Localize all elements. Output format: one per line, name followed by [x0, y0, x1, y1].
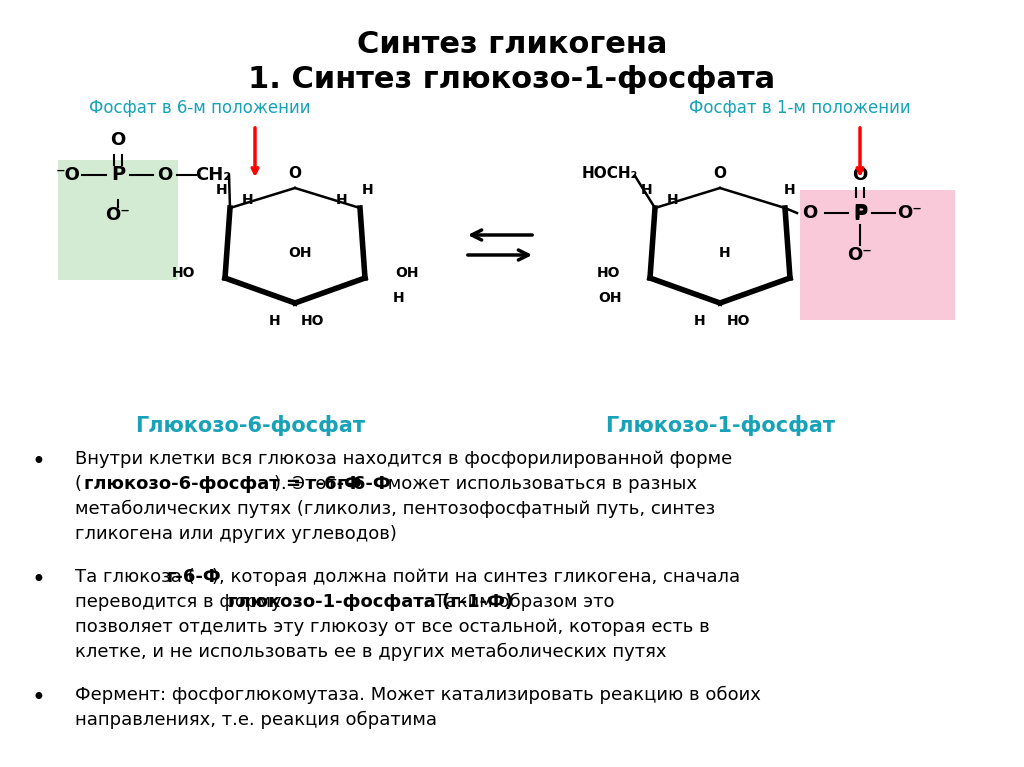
- Text: (: (: [75, 475, 82, 493]
- Text: глюкозо-1-фосфата (г-1-Ф): глюкозо-1-фосфата (г-1-Ф): [228, 593, 513, 611]
- Text: Глюкозо-1-фосфат: Глюкозо-1-фосфат: [605, 415, 835, 436]
- Text: ), которая должна пойти на синтез гликогена, сначала: ), которая должна пойти на синтез гликог…: [212, 568, 740, 586]
- Text: г-6-Ф: г-6-Ф: [336, 475, 390, 493]
- Text: клетке, и не использовать ее в других метаболических путях: клетке, и не использовать ее в других ме…: [75, 643, 667, 661]
- Text: CH₂: CH₂: [195, 166, 231, 184]
- Text: H: H: [694, 314, 706, 328]
- Text: метаболических путях (гликолиз, пентозофосфатный путь, синтез: метаболических путях (гликолиз, пентозоф…: [75, 500, 715, 518]
- Text: O: O: [111, 131, 126, 149]
- Bar: [800, 190, 955, 320]
- Text: O: O: [158, 166, 173, 184]
- Text: HO: HO: [597, 266, 620, 280]
- Text: HOCH₂: HOCH₂: [582, 166, 638, 180]
- Text: O: O: [714, 166, 726, 182]
- Text: Синтез гликогена: Синтез гликогена: [356, 30, 668, 59]
- Text: •: •: [31, 686, 45, 710]
- Text: ⁻O: ⁻O: [55, 166, 81, 184]
- Text: может использоваться в разных: может использоваться в разных: [382, 475, 697, 493]
- Text: H: H: [216, 183, 227, 197]
- Text: H: H: [641, 183, 653, 197]
- Text: переводится в форму: переводится в форму: [75, 593, 288, 611]
- Text: H: H: [784, 183, 796, 197]
- Text: гликогена или других углеводов): гликогена или других углеводов): [75, 525, 397, 543]
- Text: OH: OH: [288, 246, 311, 260]
- Text: P: P: [853, 206, 867, 225]
- Text: H: H: [243, 193, 254, 207]
- Bar: [58, 160, 178, 280]
- Text: HO: HO: [726, 314, 750, 328]
- Text: HO: HO: [301, 314, 325, 328]
- Text: г-6-Ф: г-6-Ф: [166, 568, 220, 586]
- Text: O: O: [852, 166, 867, 184]
- Text: H: H: [336, 193, 348, 207]
- Text: Фосфат в 6-м положении: Фосфат в 6-м положении: [89, 99, 310, 117]
- Text: ). Этот: ). Этот: [274, 475, 342, 493]
- Text: •: •: [31, 450, 45, 474]
- Text: OH: OH: [598, 291, 622, 305]
- Text: Фосфат в 1-м положении: Фосфат в 1-м положении: [689, 99, 910, 117]
- Text: H: H: [719, 246, 731, 260]
- Text: OH: OH: [395, 266, 419, 280]
- Text: . Таким образом это: . Таким образом это: [423, 593, 614, 611]
- Text: H: H: [269, 314, 281, 328]
- Text: Та глюкоза (: Та глюкоза (: [75, 568, 195, 586]
- Text: 1. Синтез глюкозо-1-фосфата: 1. Синтез глюкозо-1-фосфата: [249, 65, 775, 94]
- Text: глюкозо-6-фосфат = г-6-Ф: глюкозо-6-фосфат = г-6-Ф: [84, 475, 361, 493]
- Text: O⁻: O⁻: [898, 204, 923, 222]
- Text: HO: HO: [171, 266, 195, 280]
- Text: направлениях, т.е. реакция обратима: направлениях, т.е. реакция обратима: [75, 711, 437, 729]
- Text: позволяет отделить эту глюкозу от все остальной, которая есть в: позволяет отделить эту глюкозу от все ос…: [75, 618, 710, 636]
- Text: O: O: [803, 204, 817, 222]
- Text: O: O: [289, 166, 301, 182]
- Text: H: H: [393, 291, 404, 305]
- Text: Глюкозо-6-фосфат: Глюкозо-6-фосфат: [135, 415, 365, 436]
- Text: O⁻: O⁻: [848, 246, 872, 264]
- Text: •: •: [31, 568, 45, 592]
- Text: P: P: [111, 166, 125, 185]
- Text: Внутри клетки вся глюкоза находится в фосфорилированной форме: Внутри клетки вся глюкоза находится в фо…: [75, 450, 732, 468]
- Text: Фермент: фосфоглюкомутаза. Может катализировать реакцию в обоих: Фермент: фосфоглюкомутаза. Может катализ…: [75, 686, 761, 704]
- Text: H: H: [668, 193, 679, 207]
- Text: P: P: [853, 203, 867, 222]
- Text: H: H: [362, 183, 374, 197]
- Text: O⁻: O⁻: [105, 206, 130, 224]
